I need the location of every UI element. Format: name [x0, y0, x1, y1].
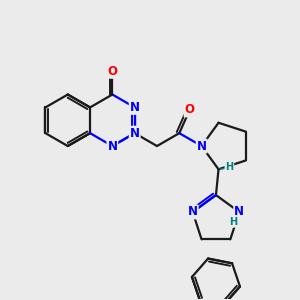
- Text: H: H: [225, 162, 233, 172]
- Text: O: O: [184, 103, 195, 116]
- Text: N: N: [130, 101, 140, 114]
- Text: N: N: [188, 206, 198, 218]
- Text: N: N: [130, 127, 140, 140]
- Text: N: N: [107, 140, 117, 152]
- Text: N: N: [234, 206, 244, 218]
- Text: H: H: [229, 217, 237, 227]
- Text: N: N: [196, 140, 207, 152]
- Text: O: O: [107, 65, 117, 78]
